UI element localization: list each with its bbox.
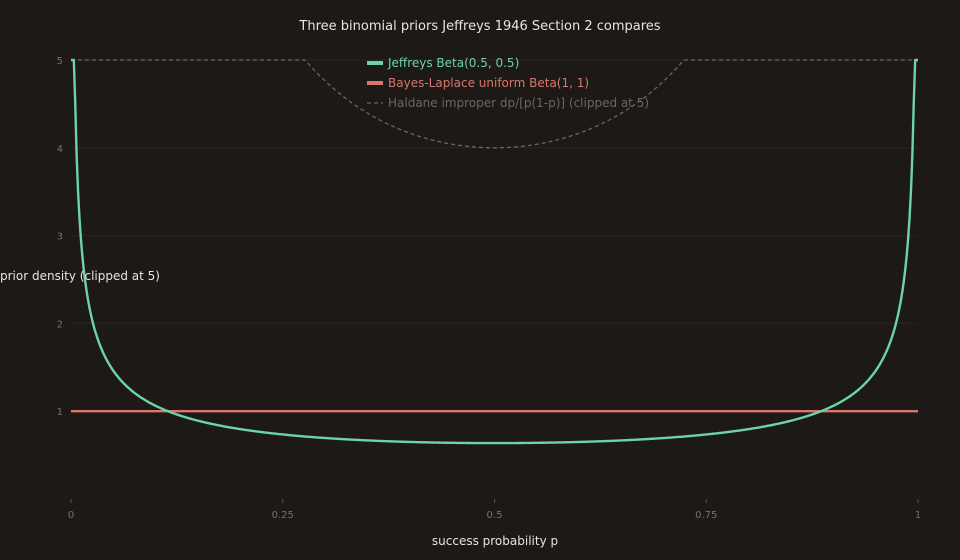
y-tick-label: 2 (57, 319, 63, 330)
chart-title: Three binomial priors Jeffreys 1946 Sect… (298, 19, 660, 34)
legend: Jeffreys Beta(0.5, 0.5) Bayes-Laplace uni… (367, 56, 649, 110)
y-tick-label: 1 (57, 407, 63, 418)
x-tick-label: 0.25 (272, 510, 294, 521)
y-tick-label: 5 (57, 56, 63, 67)
series-line-3 (71, 59, 918, 149)
x-tick-label: 0.75 (695, 510, 717, 521)
x-tick-label: 0 (68, 510, 74, 521)
y-tick-label: 3 (57, 232, 63, 243)
y-tick-label: 4 (57, 144, 63, 155)
x-axis-label: success probability p (432, 534, 558, 548)
gridlines (71, 59, 918, 412)
y-axis-ticks: 1 2 3 4 5 (57, 56, 63, 418)
legend-label: Bayes-Laplace uniform Beta(1, 1) (388, 76, 589, 90)
y-axis-label: prior density (clipped at 5) (0, 269, 160, 283)
series-line-1 (71, 58, 918, 445)
x-tick-label: 0.5 (487, 510, 503, 521)
legend-label: Jeffreys Beta(0.5, 0.5) (387, 56, 519, 70)
legend-label: Haldane improper dp/[p(1-p)] (clipped at… (388, 96, 649, 110)
x-tick-label: 1 (915, 510, 921, 521)
x-axis-ticks: 0 0.25 0.5 0.75 1 (68, 499, 921, 521)
plot-area (71, 58, 918, 445)
